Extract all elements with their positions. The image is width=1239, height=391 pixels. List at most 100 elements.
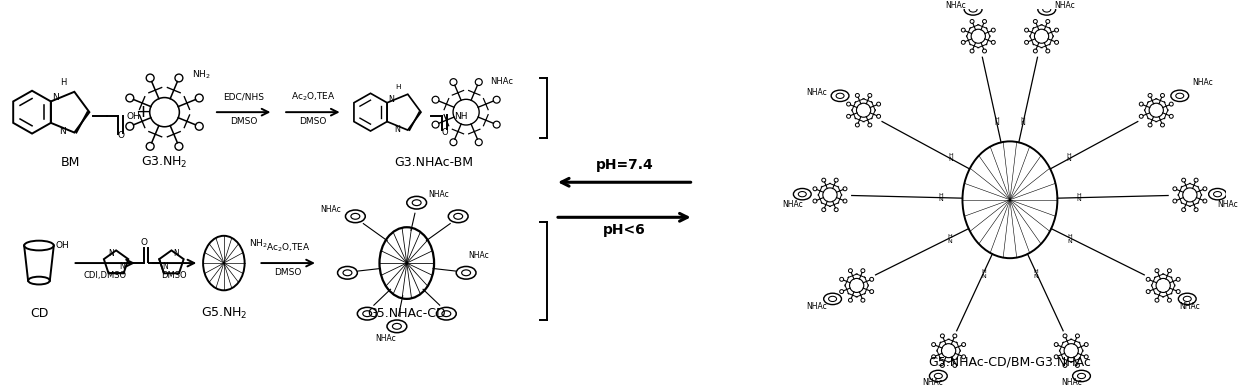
- Circle shape: [1035, 29, 1048, 43]
- Text: N: N: [173, 249, 180, 258]
- Ellipse shape: [351, 213, 359, 219]
- Text: Ac$_2$O,TEA: Ac$_2$O,TEA: [290, 90, 336, 103]
- Ellipse shape: [1171, 90, 1188, 102]
- Text: NHAc: NHAc: [429, 190, 450, 199]
- Ellipse shape: [934, 373, 943, 378]
- Ellipse shape: [449, 210, 468, 222]
- Text: pH<6: pH<6: [603, 223, 646, 237]
- Circle shape: [856, 103, 871, 117]
- Ellipse shape: [1209, 188, 1227, 200]
- Ellipse shape: [28, 277, 50, 285]
- Ellipse shape: [453, 213, 462, 219]
- Text: NHAc: NHAc: [807, 302, 828, 311]
- Text: H: H: [61, 78, 67, 87]
- Ellipse shape: [829, 296, 836, 301]
- Text: H
N: H N: [949, 153, 954, 162]
- Ellipse shape: [824, 293, 841, 305]
- Ellipse shape: [1176, 93, 1183, 99]
- Text: NHAc: NHAc: [1192, 79, 1213, 88]
- Text: N: N: [52, 93, 59, 102]
- Ellipse shape: [963, 142, 1057, 258]
- Text: NHAc: NHAc: [782, 200, 803, 209]
- Ellipse shape: [793, 188, 812, 200]
- Text: H
N: H N: [1033, 269, 1038, 279]
- Text: NHAc: NHAc: [945, 0, 966, 9]
- Ellipse shape: [836, 93, 844, 99]
- Circle shape: [453, 99, 479, 125]
- Ellipse shape: [24, 241, 53, 250]
- Text: DMSO: DMSO: [275, 268, 302, 277]
- Text: G3.NHAc-BM: G3.NHAc-BM: [394, 156, 473, 169]
- Circle shape: [942, 344, 955, 358]
- Ellipse shape: [456, 266, 476, 279]
- Text: CD: CD: [30, 307, 48, 319]
- Text: NHAc: NHAc: [375, 334, 396, 343]
- Circle shape: [1149, 103, 1163, 117]
- Text: NH: NH: [455, 111, 468, 120]
- Text: DMSO: DMSO: [161, 271, 187, 280]
- Text: OH: OH: [56, 241, 69, 250]
- Text: O: O: [116, 131, 124, 140]
- Text: H
N: H N: [948, 234, 952, 244]
- Ellipse shape: [357, 307, 377, 320]
- Ellipse shape: [1078, 373, 1085, 378]
- Text: H
N: H N: [981, 269, 986, 279]
- Ellipse shape: [406, 196, 426, 209]
- Text: G5.NH$_2$: G5.NH$_2$: [201, 306, 247, 321]
- Ellipse shape: [442, 311, 451, 317]
- Ellipse shape: [363, 311, 372, 317]
- Text: H: H: [395, 84, 401, 90]
- Text: H
N: H N: [1077, 193, 1082, 203]
- Text: NHAc: NHAc: [1054, 0, 1074, 9]
- Text: N: N: [108, 249, 114, 258]
- Ellipse shape: [462, 270, 471, 276]
- Circle shape: [150, 98, 180, 127]
- Text: O: O: [140, 237, 147, 246]
- Text: pH=7.4: pH=7.4: [596, 158, 653, 172]
- Ellipse shape: [1038, 4, 1056, 15]
- Ellipse shape: [969, 7, 978, 12]
- Ellipse shape: [393, 323, 401, 329]
- Text: H
N: H N: [1067, 153, 1070, 162]
- Text: DMSO: DMSO: [230, 117, 258, 126]
- Ellipse shape: [1213, 192, 1222, 197]
- Text: N: N: [59, 127, 66, 136]
- Text: NHAc: NHAc: [922, 378, 943, 387]
- Text: N: N: [394, 125, 400, 134]
- Text: NHAc: NHAc: [468, 251, 489, 260]
- Ellipse shape: [203, 236, 244, 290]
- Text: NH$_2$: NH$_2$: [192, 69, 211, 81]
- Text: DMSO: DMSO: [299, 117, 327, 126]
- Ellipse shape: [343, 270, 352, 276]
- Circle shape: [1064, 344, 1078, 358]
- Text: N: N: [162, 262, 169, 271]
- Ellipse shape: [929, 370, 948, 382]
- Circle shape: [971, 29, 985, 43]
- Text: N: N: [389, 95, 394, 104]
- Ellipse shape: [337, 266, 357, 279]
- Ellipse shape: [346, 210, 366, 222]
- Ellipse shape: [798, 192, 807, 197]
- Text: NHAc: NHAc: [489, 77, 513, 86]
- Text: H
N: H N: [1021, 117, 1025, 126]
- Text: NHAc: NHAc: [1180, 302, 1201, 311]
- Text: NHAc: NHAc: [1217, 200, 1238, 209]
- Ellipse shape: [1183, 296, 1191, 301]
- Text: H
N: H N: [995, 117, 1000, 126]
- Ellipse shape: [1178, 293, 1196, 305]
- Ellipse shape: [413, 200, 421, 206]
- Text: H
N: H N: [938, 193, 943, 203]
- Circle shape: [1156, 278, 1171, 292]
- Text: NHAc: NHAc: [807, 88, 828, 97]
- Ellipse shape: [964, 4, 983, 15]
- Text: O: O: [441, 127, 449, 136]
- Ellipse shape: [379, 227, 434, 299]
- Ellipse shape: [1073, 370, 1090, 382]
- Text: +: +: [135, 103, 150, 121]
- Text: EDC/NHS: EDC/NHS: [223, 93, 264, 102]
- Ellipse shape: [1043, 7, 1051, 12]
- Text: N: N: [119, 262, 125, 271]
- Circle shape: [823, 188, 838, 202]
- Text: NHAc: NHAc: [320, 205, 341, 214]
- Ellipse shape: [387, 320, 406, 333]
